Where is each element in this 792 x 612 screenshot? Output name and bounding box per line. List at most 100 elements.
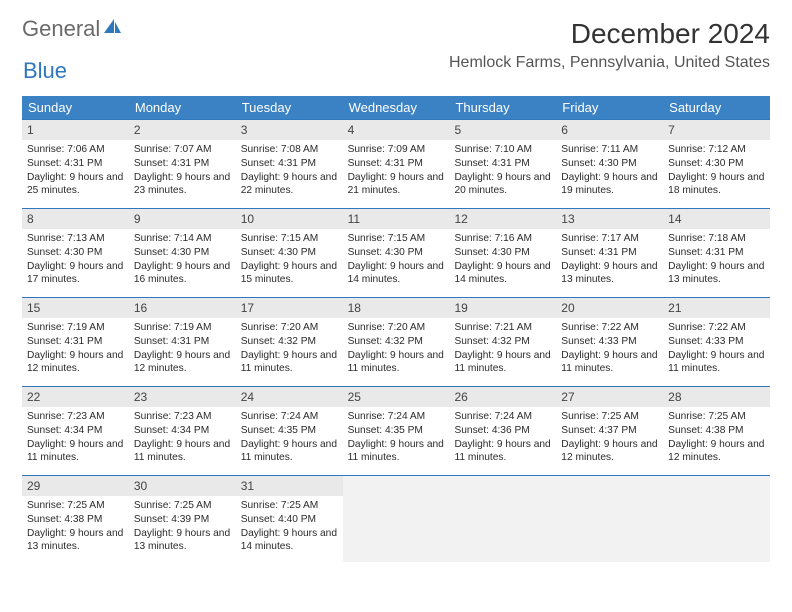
sunrise-line: Sunrise: 7:09 AM: [348, 143, 445, 157]
sunrise-line: Sunrise: 7:20 AM: [241, 321, 338, 335]
daylight-line: Daylight: 9 hours and 13 minutes.: [134, 527, 231, 555]
calendar-cell: 12Sunrise: 7:16 AMSunset: 4:30 PMDayligh…: [449, 209, 556, 297]
daylight-line: Daylight: 9 hours and 11 minutes.: [241, 349, 338, 377]
calendar-cell: 19Sunrise: 7:21 AMSunset: 4:32 PMDayligh…: [449, 298, 556, 386]
daylight-line: Daylight: 9 hours and 13 minutes.: [561, 260, 658, 288]
sunset-line: Sunset: 4:39 PM: [134, 513, 231, 527]
calendar-body: 1Sunrise: 7:06 AMSunset: 4:31 PMDaylight…: [22, 119, 770, 562]
calendar-cell: 10Sunrise: 7:15 AMSunset: 4:30 PMDayligh…: [236, 209, 343, 297]
calendar-header-row: SundayMondayTuesdayWednesdayThursdayFrid…: [22, 96, 770, 119]
daylight-line: Daylight: 9 hours and 12 minutes.: [668, 438, 765, 466]
calendar-cell: 17Sunrise: 7:20 AMSunset: 4:32 PMDayligh…: [236, 298, 343, 386]
daylight-line: Daylight: 9 hours and 20 minutes.: [454, 171, 551, 199]
brand-word1: General: [22, 18, 100, 40]
day-number: 26: [449, 387, 556, 407]
sunset-line: Sunset: 4:30 PM: [668, 157, 765, 171]
day-header: Friday: [556, 96, 663, 119]
sunset-line: Sunset: 4:32 PM: [348, 335, 445, 349]
calendar-cell: 16Sunrise: 7:19 AMSunset: 4:31 PMDayligh…: [129, 298, 236, 386]
sunset-line: Sunset: 4:33 PM: [668, 335, 765, 349]
daylight-line: Daylight: 9 hours and 11 minutes.: [454, 349, 551, 377]
sunrise-line: Sunrise: 7:15 AM: [348, 232, 445, 246]
daylight-line: Daylight: 9 hours and 12 minutes.: [27, 349, 124, 377]
sunset-line: Sunset: 4:34 PM: [134, 424, 231, 438]
calendar-cell: 26Sunrise: 7:24 AMSunset: 4:36 PMDayligh…: [449, 387, 556, 475]
calendar-cell: 23Sunrise: 7:23 AMSunset: 4:34 PMDayligh…: [129, 387, 236, 475]
sunrise-line: Sunrise: 7:06 AM: [27, 143, 124, 157]
daylight-line: Daylight: 9 hours and 12 minutes.: [134, 349, 231, 377]
daylight-line: Daylight: 9 hours and 11 minutes.: [561, 349, 658, 377]
daylight-line: Daylight: 9 hours and 14 minutes.: [348, 260, 445, 288]
calendar-cell: 9Sunrise: 7:14 AMSunset: 4:30 PMDaylight…: [129, 209, 236, 297]
sunrise-line: Sunrise: 7:23 AM: [134, 410, 231, 424]
sunrise-line: Sunrise: 7:16 AM: [454, 232, 551, 246]
calendar-row: 15Sunrise: 7:19 AMSunset: 4:31 PMDayligh…: [22, 297, 770, 386]
day-number: 21: [663, 298, 770, 318]
sunset-line: Sunset: 4:30 PM: [134, 246, 231, 260]
sunrise-line: Sunrise: 7:19 AM: [134, 321, 231, 335]
day-header: Thursday: [449, 96, 556, 119]
calendar-cell: 27Sunrise: 7:25 AMSunset: 4:37 PMDayligh…: [556, 387, 663, 475]
calendar-cell: 5Sunrise: 7:10 AMSunset: 4:31 PMDaylight…: [449, 120, 556, 208]
sunset-line: Sunset: 4:31 PM: [348, 157, 445, 171]
day-number: 16: [129, 298, 236, 318]
daylight-line: Daylight: 9 hours and 11 minutes.: [134, 438, 231, 466]
sunrise-line: Sunrise: 7:25 AM: [668, 410, 765, 424]
calendar-cell: 8Sunrise: 7:13 AMSunset: 4:30 PMDaylight…: [22, 209, 129, 297]
calendar-cell: 29Sunrise: 7:25 AMSunset: 4:38 PMDayligh…: [22, 476, 129, 562]
sunrise-line: Sunrise: 7:21 AM: [454, 321, 551, 335]
sunrise-line: Sunrise: 7:25 AM: [241, 499, 338, 513]
month-title: December 2024: [449, 18, 770, 50]
sunrise-line: Sunrise: 7:22 AM: [668, 321, 765, 335]
sunset-line: Sunset: 4:31 PM: [27, 335, 124, 349]
day-header: Tuesday: [236, 96, 343, 119]
calendar-cell: 1Sunrise: 7:06 AMSunset: 4:31 PMDaylight…: [22, 120, 129, 208]
sunset-line: Sunset: 4:35 PM: [241, 424, 338, 438]
sunset-line: Sunset: 4:30 PM: [561, 157, 658, 171]
calendar-row: 1Sunrise: 7:06 AMSunset: 4:31 PMDaylight…: [22, 119, 770, 208]
daylight-line: Daylight: 9 hours and 11 minutes.: [348, 438, 445, 466]
calendar-cell: [556, 476, 663, 562]
sunset-line: Sunset: 4:31 PM: [454, 157, 551, 171]
calendar-cell: 28Sunrise: 7:25 AMSunset: 4:38 PMDayligh…: [663, 387, 770, 475]
day-number: 17: [236, 298, 343, 318]
day-header: Sunday: [22, 96, 129, 119]
sunset-line: Sunset: 4:35 PM: [348, 424, 445, 438]
day-number: 2: [129, 120, 236, 140]
day-number: 14: [663, 209, 770, 229]
sunset-line: Sunset: 4:31 PM: [241, 157, 338, 171]
calendar-cell: 24Sunrise: 7:24 AMSunset: 4:35 PMDayligh…: [236, 387, 343, 475]
sunset-line: Sunset: 4:30 PM: [348, 246, 445, 260]
daylight-line: Daylight: 9 hours and 23 minutes.: [134, 171, 231, 199]
sunrise-line: Sunrise: 7:07 AM: [134, 143, 231, 157]
daylight-line: Daylight: 9 hours and 11 minutes.: [27, 438, 124, 466]
sunset-line: Sunset: 4:30 PM: [27, 246, 124, 260]
sunset-line: Sunset: 4:31 PM: [27, 157, 124, 171]
day-number: 7: [663, 120, 770, 140]
daylight-line: Daylight: 9 hours and 11 minutes.: [454, 438, 551, 466]
sunset-line: Sunset: 4:33 PM: [561, 335, 658, 349]
sunset-line: Sunset: 4:30 PM: [241, 246, 338, 260]
calendar-cell: 6Sunrise: 7:11 AMSunset: 4:30 PMDaylight…: [556, 120, 663, 208]
daylight-line: Daylight: 9 hours and 14 minutes.: [241, 527, 338, 555]
calendar-cell: 18Sunrise: 7:20 AMSunset: 4:32 PMDayligh…: [343, 298, 450, 386]
sunrise-line: Sunrise: 7:18 AM: [668, 232, 765, 246]
sunrise-line: Sunrise: 7:25 AM: [134, 499, 231, 513]
day-number: 4: [343, 120, 450, 140]
sunrise-line: Sunrise: 7:24 AM: [454, 410, 551, 424]
day-number: [343, 476, 450, 496]
sunset-line: Sunset: 4:40 PM: [241, 513, 338, 527]
day-header: Saturday: [663, 96, 770, 119]
sunset-line: Sunset: 4:31 PM: [134, 157, 231, 171]
sunset-line: Sunset: 4:38 PM: [668, 424, 765, 438]
sunset-line: Sunset: 4:31 PM: [561, 246, 658, 260]
day-number: 18: [343, 298, 450, 318]
day-number: [449, 476, 556, 496]
calendar-row: 8Sunrise: 7:13 AMSunset: 4:30 PMDaylight…: [22, 208, 770, 297]
day-number: 19: [449, 298, 556, 318]
calendar-cell: 31Sunrise: 7:25 AMSunset: 4:40 PMDayligh…: [236, 476, 343, 562]
day-number: 27: [556, 387, 663, 407]
calendar: SundayMondayTuesdayWednesdayThursdayFrid…: [22, 96, 770, 562]
calendar-cell: 20Sunrise: 7:22 AMSunset: 4:33 PMDayligh…: [556, 298, 663, 386]
sunset-line: Sunset: 4:37 PM: [561, 424, 658, 438]
